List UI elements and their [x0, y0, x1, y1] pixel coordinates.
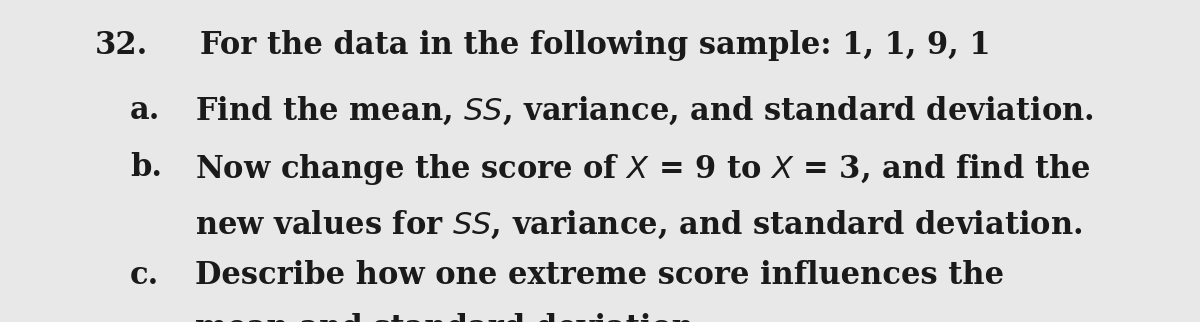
Text: a.: a. [130, 95, 161, 126]
Text: Describe how one extreme score influences the: Describe how one extreme score influence… [194, 260, 1004, 291]
Text: mean and standard deviation.: mean and standard deviation. [194, 313, 704, 322]
Text: For the data in the following sample: 1, 1, 9, 1: For the data in the following sample: 1,… [200, 30, 990, 61]
Text: c.: c. [130, 260, 160, 291]
Text: Now change the score of $X$ = 9 to $X$ = 3, and find the: Now change the score of $X$ = 9 to $X$ =… [194, 152, 1091, 187]
Text: 32.: 32. [95, 30, 149, 61]
Text: new values for $\mathit{SS}$, variance, and standard deviation.: new values for $\mathit{SS}$, variance, … [194, 209, 1082, 242]
Text: Find the mean, $\mathit{SS}$, variance, and standard deviation.: Find the mean, $\mathit{SS}$, variance, … [194, 95, 1094, 128]
Text: b.: b. [130, 152, 162, 183]
